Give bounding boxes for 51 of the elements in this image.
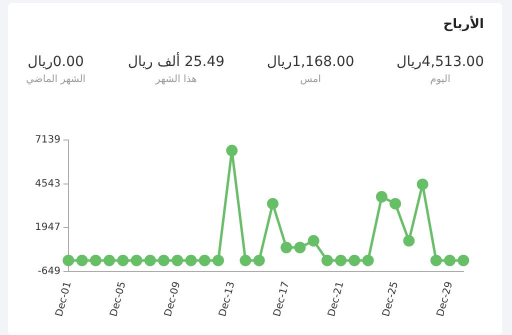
- x-tick-label: Dec-17: [272, 280, 292, 318]
- x-tick-label: Dec-09: [162, 280, 183, 318]
- text: 1,168.00ريال: [266, 54, 354, 70]
- point: [294, 242, 306, 254]
- point: [458, 254, 470, 266]
- point: [90, 254, 102, 266]
- y-tick-label: 4543: [34, 178, 60, 190]
- point: [240, 254, 252, 266]
- x-tick-label: Dec-05: [108, 280, 128, 318]
- text: الأرباح: [442, 17, 484, 32]
- point: [444, 254, 456, 266]
- x-tick-label: Dec-25: [380, 280, 401, 318]
- point: [390, 198, 402, 210]
- text: امس: [299, 74, 322, 85]
- point: [335, 254, 347, 266]
- point: [212, 254, 224, 266]
- text: اليوم: [429, 74, 452, 85]
- point: [226, 144, 238, 156]
- point: [348, 254, 360, 266]
- x-tick-label: Dec-01: [54, 280, 74, 318]
- point: [308, 235, 320, 247]
- point: [117, 254, 129, 266]
- x-tick-label: Dec-29: [435, 280, 456, 318]
- point: [130, 254, 142, 266]
- text: هذا الشهر: [154, 74, 198, 85]
- point: [185, 254, 197, 266]
- point: [253, 254, 265, 266]
- y-tick-label: -649: [38, 266, 60, 278]
- point: [266, 198, 278, 210]
- point: [172, 254, 184, 266]
- point: [144, 254, 156, 266]
- point: [362, 254, 374, 266]
- point: [376, 191, 388, 203]
- text: 0.00ريال: [26, 54, 85, 70]
- point: [416, 178, 428, 190]
- point: [158, 254, 170, 266]
- point: [198, 254, 210, 266]
- point: [280, 242, 292, 254]
- point: [321, 254, 333, 266]
- point: [76, 254, 88, 266]
- y-tick-label: 7139: [34, 134, 60, 146]
- point: [403, 235, 415, 247]
- point: [62, 254, 74, 266]
- y-tick-label: 1947: [34, 222, 60, 234]
- x-tick-label: Dec-21: [326, 280, 346, 318]
- text: 25.49 ألف ريال: [128, 54, 225, 70]
- text: الشهر الماضي: [26, 74, 86, 85]
- text: 4,513.00ريال: [396, 54, 484, 70]
- x-tick-label: Dec-13: [217, 280, 238, 318]
- point: [430, 254, 442, 266]
- point: [104, 254, 116, 266]
